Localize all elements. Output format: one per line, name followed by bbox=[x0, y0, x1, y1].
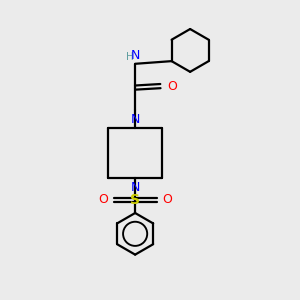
Text: O: O bbox=[98, 193, 108, 206]
Text: S: S bbox=[130, 193, 140, 207]
Text: N: N bbox=[130, 49, 140, 62]
Text: O: O bbox=[163, 193, 172, 206]
Text: H: H bbox=[126, 52, 134, 62]
Text: N: N bbox=[130, 181, 140, 194]
Text: O: O bbox=[167, 80, 177, 93]
Text: N: N bbox=[130, 113, 140, 126]
